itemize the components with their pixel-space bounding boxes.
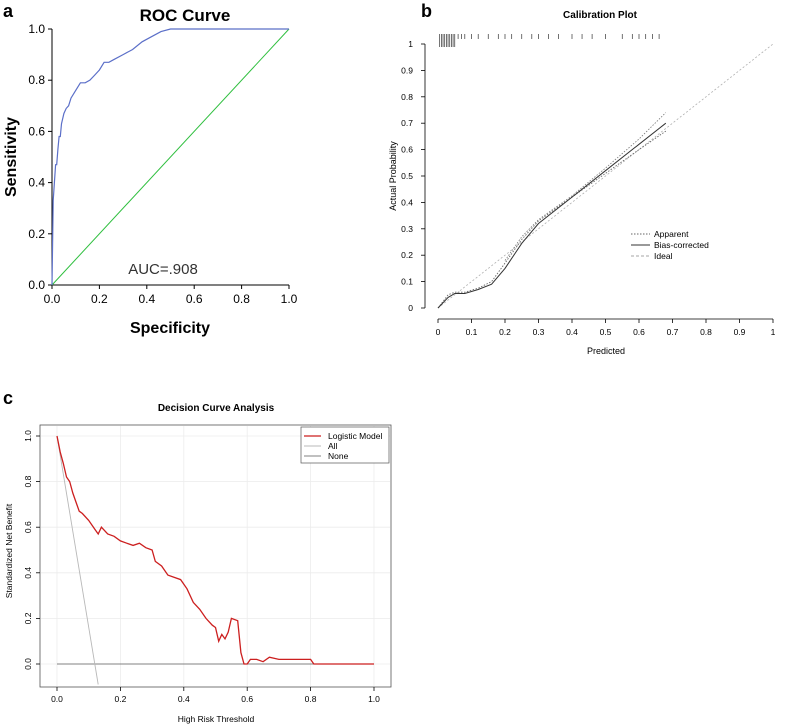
panel-letter-c: c xyxy=(3,388,13,408)
roc-auc-annotation: AUC=.908 xyxy=(128,261,198,278)
roc-title: ROC Curve xyxy=(140,6,231,25)
dca-x-tick-label: 0.0 xyxy=(51,694,63,704)
calibration-y-label: Actual Probability xyxy=(388,141,398,211)
roc-x-tick-label: 0.2 xyxy=(91,292,108,306)
calibration-x-tick-label: 0.2 xyxy=(499,327,511,337)
legend-label-bias-corrected: Bias-corrected xyxy=(654,240,709,250)
panel-letter-b: b xyxy=(421,1,432,21)
dca-y-tick-label: 0.0 xyxy=(23,658,33,670)
dca-y-tick-label: 0.8 xyxy=(23,475,33,487)
calibration-y-tick-label: 1 xyxy=(408,39,413,49)
roc-y-tick-label: 0.0 xyxy=(28,278,45,292)
calibration-y-tick-label: 0.9 xyxy=(401,65,413,75)
calibration-y-tick-label: 0 xyxy=(408,303,413,313)
roc-axes: 0.0 0.2 0.4 0.6 0.8 1.0 0.0 0.2 0.4 0.6 0.8 1.0 xyxy=(28,22,297,306)
dca-x-label: High Risk Threshold xyxy=(178,714,255,724)
roc-y-label: Sensitivity xyxy=(3,117,20,197)
roc-reference-line xyxy=(51,28,290,286)
panel-b: b Calibration Plot Predicted Actual Prob… xyxy=(388,1,776,356)
legend-label-ideal: Ideal xyxy=(654,251,673,261)
dca-x-tick-label: 0.4 xyxy=(178,694,190,704)
dca-y-tick-label: 1.0 xyxy=(23,430,33,442)
dca-y-tick-label: 0.4 xyxy=(23,567,33,579)
calibration-axes: 0 0.1 0.2 0.3 0.4 0.5 0.6 0.7 0.8 0.9 1 0 0.1 0.2 0.3 0… xyxy=(401,39,775,337)
calibration-title: Calibration Plot xyxy=(563,10,638,21)
calibration-apparent-upper-line xyxy=(504,112,667,261)
calibration-x-tick-label: 0.5 xyxy=(600,327,612,337)
dca-plot-frame xyxy=(39,424,392,688)
calibration-x-tick-label: 0.4 xyxy=(566,327,578,337)
roc-x-tick-label: 0.4 xyxy=(138,292,155,306)
roc-x-tick-label: 0.0 xyxy=(44,292,61,306)
dca-x-tick-label: 0.2 xyxy=(114,694,126,704)
calibration-y-tick-label: 0.8 xyxy=(401,92,413,102)
roc-x-tick-label: 0.6 xyxy=(186,292,203,306)
roc-y-tick-label: 0.4 xyxy=(28,176,45,190)
dca-y-label: Standardized Net Benefit xyxy=(4,503,14,598)
calibration-ideal-line xyxy=(437,43,774,309)
dca-y-tick-label: 0.6 xyxy=(23,521,33,533)
dca-legend: Logistic Model All None xyxy=(300,426,390,464)
calibration-legend: Apparent Bias-corrected Ideal xyxy=(631,229,709,261)
dca-all-line xyxy=(56,435,99,685)
roc-y-tick-label: 0.6 xyxy=(28,124,45,138)
calibration-y-tick-label: 0.3 xyxy=(401,224,413,234)
dca-y-tick-label: 0.2 xyxy=(23,612,33,624)
dca-x-tick-label: 1.0 xyxy=(368,694,380,704)
calibration-x-tick-label: 0.8 xyxy=(700,327,712,337)
dca-legend-box xyxy=(300,426,390,464)
legend-label-logistic-model: Logistic Model xyxy=(328,431,382,441)
calibration-x-tick-label: 0.9 xyxy=(734,327,746,337)
roc-x-tick-label: 1.0 xyxy=(281,292,298,306)
calibration-x-label: Predicted xyxy=(587,346,625,356)
calibration-y-tick-label: 0.2 xyxy=(401,250,413,260)
roc-x-tick-label: 0.8 xyxy=(233,292,250,306)
dca-x-tick-label: 0.6 xyxy=(241,694,253,704)
calibration-x-tick-label: 0.3 xyxy=(533,327,545,337)
dca-logistic-model-line xyxy=(56,435,374,665)
roc-x-label: Specificity xyxy=(130,320,210,337)
panel-a: a ROC Curve Specificity Sensitivity 0.0 0… xyxy=(3,1,298,337)
calibration-x-tick-label: 0.7 xyxy=(667,327,679,337)
calibration-x-tick-label: 1 xyxy=(771,327,776,337)
calibration-bias-corrected-line xyxy=(437,122,667,309)
roc-y-tick-label: 0.2 xyxy=(28,227,45,241)
roc-y-tick-label: 1.0 xyxy=(28,22,45,36)
legend-label-apparent: Apparent xyxy=(654,229,689,239)
calibration-y-tick-label: 0.1 xyxy=(401,277,413,287)
roc-y-tick-label: 0.8 xyxy=(28,73,45,87)
panel-letter-a: a xyxy=(3,1,14,21)
calibration-y-tick-label: 0.4 xyxy=(401,197,413,207)
panel-c: c Decision Curve Analysis High Risk Thre… xyxy=(3,388,392,724)
calibration-x-tick-label: 0.6 xyxy=(633,327,645,337)
calibration-y-tick-label: 0.5 xyxy=(401,171,413,181)
dca-title: Decision Curve Analysis xyxy=(158,403,275,414)
calibration-y-tick-label: 0.7 xyxy=(401,118,413,128)
calibration-y-tick-label: 0.6 xyxy=(401,145,413,155)
calibration-rug xyxy=(439,34,660,47)
calibration-x-tick-label: 0 xyxy=(436,327,441,337)
roc-curve-line xyxy=(51,28,289,286)
legend-label-none: None xyxy=(328,451,349,461)
dca-x-tick-label: 0.8 xyxy=(305,694,317,704)
calibration-x-tick-label: 0.1 xyxy=(466,327,478,337)
legend-label-all: All xyxy=(328,441,338,451)
